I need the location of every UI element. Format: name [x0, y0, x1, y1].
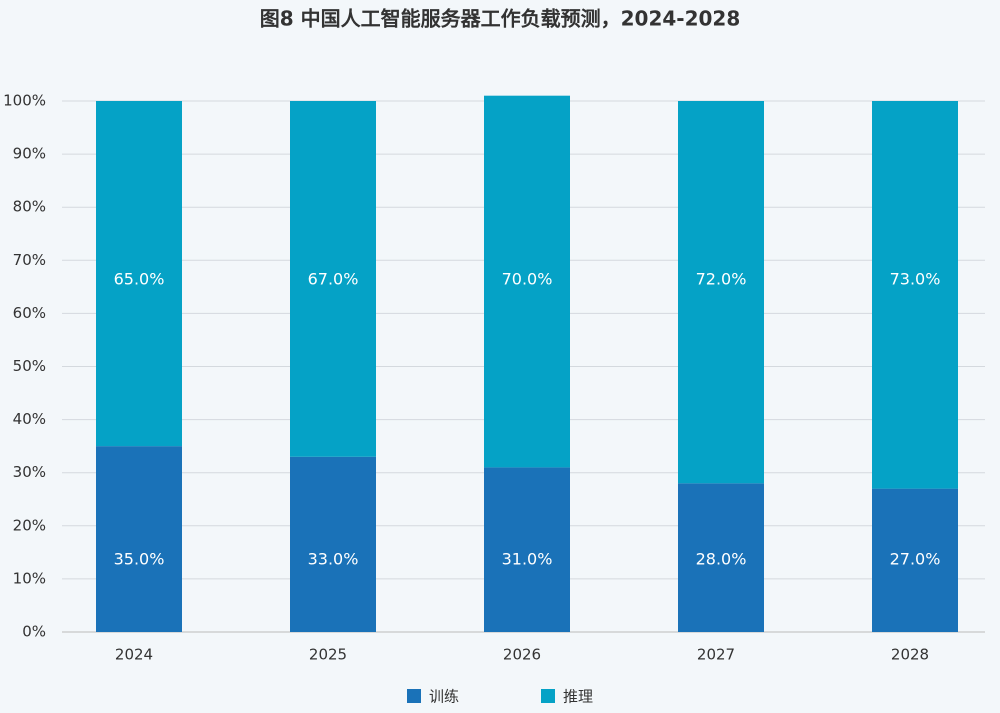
value-label: 35.0% [114, 550, 165, 569]
chart-title: 图8 中国人工智能服务器工作负载预测，2024-2028 [260, 7, 741, 31]
value-label: 28.0% [696, 550, 747, 569]
y-tick-label: 30% [13, 463, 46, 481]
y-tick-label: 50% [13, 357, 46, 375]
value-label: 70.0% [502, 270, 553, 289]
value-label: 72.0% [696, 270, 747, 289]
y-tick-label: 70% [13, 251, 46, 269]
bar-segment [290, 101, 376, 457]
y-tick-label: 100% [3, 92, 46, 110]
x-tick-label: 2028 [891, 646, 929, 664]
bar-segment [96, 446, 182, 632]
y-tick-label: 10% [13, 569, 46, 587]
legend-swatch [541, 689, 555, 703]
y-tick-label: 40% [13, 410, 46, 428]
value-label: 65.0% [114, 270, 165, 289]
value-label: 27.0% [890, 550, 941, 569]
bar-segment [872, 488, 958, 632]
bar-segment [290, 456, 376, 632]
x-tick-label: 2024 [115, 646, 153, 664]
x-tick-label: 2025 [309, 646, 347, 664]
bar-segment [484, 467, 570, 632]
value-label: 33.0% [308, 550, 359, 569]
legend-swatch [407, 689, 421, 703]
value-label: 31.0% [502, 550, 553, 569]
bar-segment [484, 95, 570, 468]
bar-segment [678, 101, 764, 484]
x-tick-label: 2027 [697, 646, 735, 664]
value-label: 67.0% [308, 270, 359, 289]
x-tick-label: 2026 [503, 646, 541, 664]
y-tick-label: 80% [13, 198, 46, 216]
y-tick-label: 20% [13, 516, 46, 534]
legend-label: 推理 [563, 688, 593, 706]
y-tick-label: 0% [22, 623, 46, 641]
y-tick-label: 90% [13, 145, 46, 163]
value-label: 73.0% [890, 270, 941, 289]
y-tick-label: 60% [13, 304, 46, 322]
bar-segment [678, 483, 764, 632]
legend-label: 训练 [429, 688, 459, 706]
bar-segment [96, 101, 182, 447]
bar-segment [872, 101, 958, 489]
